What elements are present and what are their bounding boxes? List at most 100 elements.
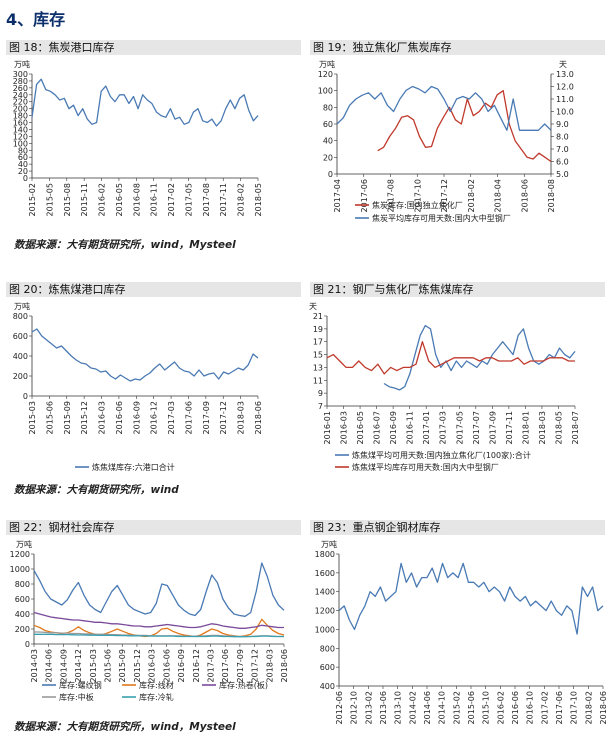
y-tick-label: 80 bbox=[18, 146, 28, 155]
x-tick-label: 2018-04 bbox=[494, 179, 503, 212]
x-tick-label: 2018-06 bbox=[254, 401, 263, 434]
x-tick-label: 2018-06 bbox=[599, 691, 608, 724]
x-tick-label: 2016-09 bbox=[177, 649, 186, 682]
x-tick-label: 2017-06 bbox=[221, 649, 230, 682]
y-unit-label: 万吨 bbox=[14, 301, 30, 311]
y-tick-label: 600 bbox=[320, 663, 335, 672]
x-tick-label: 2018-05 bbox=[254, 183, 263, 216]
x-tick-label: 2016-11 bbox=[406, 411, 415, 444]
y-tick-label: 15 bbox=[313, 351, 323, 360]
chart-c22: 万吨 0 200 400 600 800 1000 1200 2014-03 2014-06 201… bbox=[10, 539, 289, 702]
y-tick-label: 800 bbox=[13, 312, 28, 321]
x-tick-label: 2015-03 bbox=[28, 401, 37, 434]
x-tick-label: 2015-06 bbox=[45, 401, 54, 434]
x-tick-label: 2017-06 bbox=[555, 691, 564, 724]
x-tick-label: 2018-06 bbox=[520, 179, 529, 212]
chart-title-c22: 图 22：钢材社会库存 bbox=[6, 520, 301, 535]
y-tick-label: 9 bbox=[318, 389, 323, 398]
chart-title-c19: 图 19：独立焦化厂焦炭库存 bbox=[310, 40, 605, 55]
legend-label-4: 库存:中板 bbox=[59, 692, 94, 702]
x-tick-label: 2016-11 bbox=[150, 183, 159, 216]
y-tick-label: 1400 bbox=[315, 588, 335, 597]
y-tick-label: 240 bbox=[13, 91, 28, 100]
x-tick-label: 2018-03 bbox=[265, 649, 274, 682]
x-tick-label: 2018-03 bbox=[237, 401, 246, 434]
y-tick-label: 100 bbox=[13, 139, 28, 148]
legend-label-1: 炼焦煤库存:六港口合计 bbox=[92, 462, 175, 472]
y-tick-label: 800 bbox=[320, 644, 335, 653]
y-tick-label: 400 bbox=[320, 682, 335, 691]
x-tick-label: 2017-12 bbox=[440, 179, 449, 212]
series-line-3 bbox=[33, 611, 284, 629]
x-tick-label: 2016-06 bbox=[162, 649, 171, 682]
section-title: 4、库存 bbox=[6, 10, 66, 29]
legend-label-2: 库存:线材 bbox=[139, 680, 174, 690]
source-row2: 数据来源：大有期货研究所，wind bbox=[14, 484, 179, 496]
x-tick-label: 2016-03 bbox=[148, 649, 157, 682]
x-tick-label: 2013-10 bbox=[394, 691, 403, 724]
x-tick-label: 2017-09 bbox=[488, 411, 497, 444]
chart-c21: 天 7 9 11 13 15 17 19 21 2016-01 2016-03 2016-05 2016… bbox=[309, 302, 580, 472]
x-tick-label: 2018-05 bbox=[554, 411, 563, 444]
x-tick-label: 2018-01 bbox=[521, 411, 530, 444]
x-tick-label: 2016-02 bbox=[496, 691, 505, 724]
x-tick-label: 2015-06 bbox=[104, 649, 113, 682]
y-tick-label-right: 10.0 bbox=[556, 108, 574, 117]
x-tick-label: 2018-07 bbox=[571, 411, 580, 444]
series-line-5 bbox=[34, 633, 284, 638]
series-line-1 bbox=[33, 562, 285, 617]
x-tick-label: 2017-08 bbox=[202, 183, 211, 216]
chart-title-c20: 图 20：炼焦煤港口库存 bbox=[6, 282, 301, 297]
x-tick-label: 2018-06 bbox=[280, 649, 289, 682]
y-tick-label: 0 bbox=[328, 170, 333, 179]
y-unit-label: 万吨 bbox=[319, 59, 335, 69]
y-tick-label: 1000 bbox=[10, 565, 30, 574]
y-tick-label: 0 bbox=[23, 392, 28, 401]
x-tick-label: 2016-10 bbox=[526, 691, 535, 724]
x-tick-label: 2017-01 bbox=[422, 411, 431, 444]
chart-title-c18: 图 18：焦炭港口库存 bbox=[6, 40, 301, 55]
x-tick-label: 2017-06 bbox=[184, 401, 193, 434]
y-tick-label-right: 12.0 bbox=[556, 83, 574, 92]
x-tick-label: 2013-06 bbox=[379, 691, 388, 724]
x-tick-label: 2017-11 bbox=[505, 411, 514, 444]
series-line-1 bbox=[377, 90, 552, 163]
x-tick-label: 2013-02 bbox=[364, 691, 373, 724]
x-tick-label: 2016-06 bbox=[511, 691, 520, 724]
legend-label-3: 库存:热卷(板) bbox=[219, 680, 268, 690]
y-tick-label: 260 bbox=[13, 84, 28, 93]
x-tick-label: 2017-03 bbox=[439, 411, 448, 444]
y-tick-label: 17 bbox=[313, 338, 323, 347]
y-tick-label-right: 5.0 bbox=[556, 170, 569, 179]
y-unit-label: 万吨 bbox=[321, 539, 337, 549]
series-line-1 bbox=[338, 562, 604, 635]
y-tick-label: 200 bbox=[15, 625, 30, 634]
legend-label-1: 库存:螺纹钢 bbox=[59, 680, 102, 690]
y-tick-label: 20 bbox=[18, 167, 28, 176]
y-tick-label-right: 7.0 bbox=[556, 145, 569, 154]
x-tick-label: 2018-02 bbox=[237, 183, 246, 216]
y-tick-label: 120 bbox=[13, 132, 28, 141]
chart-c19: 万吨 天 0 20 40 60 80 100 120 5.0 6.0 7.0 8.0 9.0 10.0 11.… bbox=[318, 59, 574, 223]
chart-c18: 万吨 02040608010012014016018020022024026028… bbox=[13, 59, 263, 216]
x-tick-label: 2018-03 bbox=[538, 411, 547, 444]
y-unit-label: 天 bbox=[309, 302, 317, 311]
x-tick-label: 2017-07 bbox=[472, 411, 481, 444]
y-tick-label: 600 bbox=[15, 595, 30, 604]
x-tick-label: 2016-03 bbox=[98, 401, 107, 434]
x-tick-label: 2015-02 bbox=[452, 691, 461, 724]
x-tick-label: 2017-12 bbox=[219, 401, 228, 434]
x-tick-label: 2016-01 bbox=[323, 411, 332, 444]
x-tick-label: 2017-05 bbox=[455, 411, 464, 444]
y-tick-label: 60 bbox=[18, 153, 28, 162]
legend-label-1: 炼焦煤平均可用天数:国内独立焦化厂(100家):合计 bbox=[352, 450, 531, 460]
x-tick-label: 2012-06 bbox=[335, 691, 344, 724]
x-tick-label: 2016-06 bbox=[115, 401, 124, 434]
y-tick-label: 100 bbox=[318, 87, 333, 96]
x-tick-label: 2014-06 bbox=[423, 691, 432, 724]
y-tick-label: 400 bbox=[13, 352, 28, 361]
y-tick-label: 13 bbox=[313, 363, 323, 372]
x-tick-label: 2015-02 bbox=[28, 183, 37, 216]
source-row3: 数据来源：大有期货研究所，wind，Mysteel bbox=[14, 721, 236, 733]
x-tick-label: 2017-06 bbox=[360, 179, 369, 212]
